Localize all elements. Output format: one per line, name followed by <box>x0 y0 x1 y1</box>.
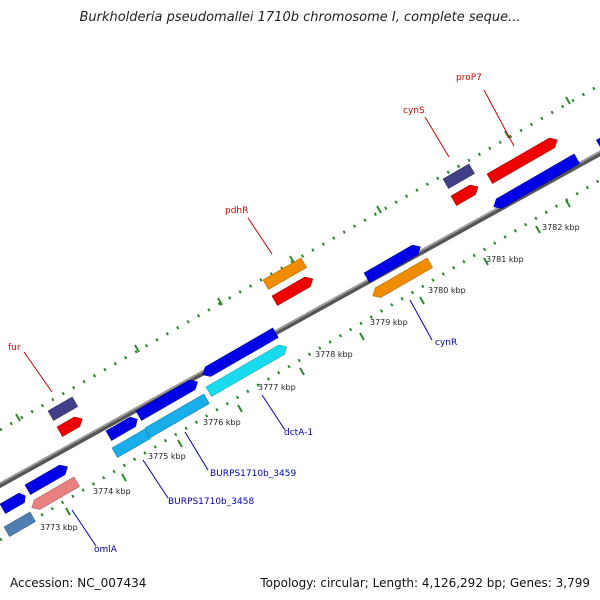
gene-omla-pink[interactable] <box>29 476 80 513</box>
scale-label: 3778 kbp <box>315 350 353 359</box>
gene-cynr-orange[interactable] <box>370 257 433 301</box>
label-burps3458[interactable]: BURPS1710b_3458 <box>168 497 254 507</box>
label-prop7[interactable]: proP7 <box>456 73 482 83</box>
gene-left-blue[interactable] <box>0 491 28 514</box>
scale-label: 3780 kbp <box>428 286 466 295</box>
label-burps3459[interactable]: BURPS1710b_3459 <box>210 469 296 479</box>
gene-name-labels: fur pdhR cynS proP7 cynR dctA-1 BURPS171… <box>8 73 482 555</box>
scale-label: 3779 kbp <box>370 318 408 327</box>
gene-cynr-blue[interactable] <box>363 242 423 283</box>
topology-summary: Topology: circular; Length: 4,126,292 bp… <box>260 576 590 590</box>
inner-major-ticks <box>65 199 571 516</box>
scale-label: 3782 kbp <box>542 223 580 232</box>
inner-dotted-track <box>0 178 600 542</box>
label-cynr[interactable]: cynR <box>435 338 457 348</box>
label-leaders <box>23 89 515 547</box>
gene-dcta-blue[interactable] <box>200 327 279 380</box>
gene-3775-blue-a[interactable] <box>105 415 140 441</box>
gene-pdhr-orange[interactable] <box>262 257 307 290</box>
scale-label: 3774 kbp <box>93 487 131 496</box>
accession-text: Accession: NC_007434 <box>10 576 147 590</box>
label-pdhr[interactable]: pdhR <box>225 206 248 216</box>
label-omla[interactable]: omlA <box>94 545 118 555</box>
map-title: Burkholderia pseudomallei 1710b chromoso… <box>79 10 521 25</box>
gene-fur-red[interactable] <box>56 414 85 437</box>
gene-omla-blue[interactable] <box>24 462 70 495</box>
gene-left-steel[interactable] <box>3 511 36 537</box>
gene-3775-blue-b[interactable] <box>135 377 200 421</box>
scale-label: 3776 kbp <box>203 418 241 427</box>
label-dcta1[interactable]: dctA-1 <box>284 428 313 438</box>
scale-labels: 3773 kbp 3774 kbp 3775 kbp 3776 kbp 3777… <box>40 223 580 532</box>
gene-fur-navy[interactable] <box>47 396 79 421</box>
gene-edge-blue[interactable] <box>596 135 600 150</box>
label-fur[interactable]: fur <box>8 343 21 353</box>
scale-label: 3773 kbp <box>40 523 78 532</box>
gene-burps3458[interactable] <box>111 428 151 458</box>
outer-major-ticks <box>15 96 571 422</box>
scale-label: 3775 kbp <box>148 452 186 461</box>
gene-cyns-navy[interactable] <box>442 163 475 189</box>
gene-cyns-red[interactable] <box>450 182 481 206</box>
genes <box>0 135 600 537</box>
scale-label: 3781 kbp <box>486 255 524 264</box>
label-cyns[interactable]: cynS <box>403 106 425 116</box>
gene-prop7-blue[interactable] <box>491 153 580 212</box>
gene-dcta1[interactable] <box>205 342 289 397</box>
outer-dotted-track <box>0 83 600 432</box>
gene-burps3459[interactable] <box>144 393 210 438</box>
gene-prop7[interactable] <box>486 135 560 184</box>
gene-pdhr-red[interactable] <box>271 274 316 306</box>
scale-label: 3777 kbp <box>258 383 296 392</box>
